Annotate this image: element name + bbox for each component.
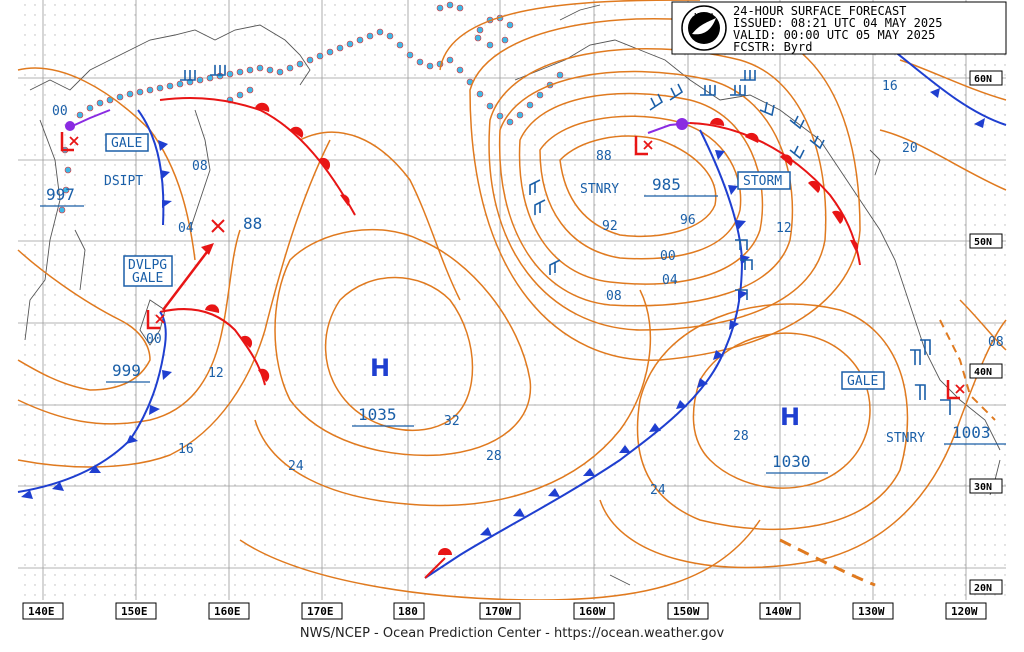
low-track-arrow <box>162 247 211 311</box>
gale-warning: GALE <box>132 271 163 286</box>
isobar-label: 12 <box>208 366 224 381</box>
isobar-label: 08 <box>988 335 1004 350</box>
cold-front-east <box>424 129 744 579</box>
cold-front-mid <box>17 311 167 493</box>
low-marker <box>634 136 653 156</box>
wind-barbs <box>180 65 951 415</box>
lon-label: 160W <box>579 605 606 618</box>
isobar-label: 08 <box>606 289 622 304</box>
low-marker <box>60 132 79 152</box>
isobar-label: 12 <box>776 221 792 236</box>
lon-label: 160E <box>214 605 241 618</box>
lon-label: 170E <box>307 605 334 618</box>
high-pressure: 1030 <box>772 452 811 471</box>
header-forecaster: FCSTR: Byrd <box>733 40 812 54</box>
lat-label: 40N <box>974 367 992 378</box>
gale-warning: GALE <box>847 374 878 389</box>
lon-label: 140E <box>28 605 55 618</box>
isobar-label: 28 <box>733 429 749 444</box>
low-pressure: 997 <box>46 185 75 204</box>
ice-edge <box>58 1 564 214</box>
isobar-label: 28 <box>486 449 502 464</box>
stationary-label: STNRY <box>580 182 619 197</box>
lon-label: 140W <box>765 605 792 618</box>
low-pressure: 999 <box>112 361 141 380</box>
warning-labels: GALE DVLPG GALE STORM GALE DSIPT STNRY S… <box>104 133 925 446</box>
new-low-label: 88 <box>243 214 262 233</box>
longitude-labels: 140E 150E 160E 170E 180 170W 160W 150W 1… <box>0 600 1024 624</box>
latitude-labels: 60N 50N 40N 30N 20N <box>969 70 1003 595</box>
isobars <box>17 0 1007 601</box>
warm-front-east <box>689 122 861 266</box>
gale-warning: GALE <box>111 136 142 151</box>
high-pressure: 1035 <box>358 405 397 424</box>
header-box: NOAA 24-HOUR SURFACE FORECAST ISSUED: 08… <box>671 1 1007 55</box>
lon-label: 150W <box>673 605 700 618</box>
dotted-background <box>18 0 1006 600</box>
lon-label: 120W <box>951 605 978 618</box>
low-centers: 997 999 985 1003 88 <box>40 132 1006 445</box>
warm-front-southwest <box>424 557 446 579</box>
low-pressure: 985 <box>652 175 681 194</box>
header-valid: VALID: 00:00 UTC 05 MAY 2025 <box>733 28 935 42</box>
noaa-logo-text: NOAA <box>694 12 715 20</box>
isobar-label: 04 <box>662 273 678 288</box>
low-marker <box>946 380 965 400</box>
lat-label: 60N <box>974 74 992 85</box>
isobar-label: 24 <box>288 459 304 474</box>
isobar-label: 88 <box>596 149 612 164</box>
isobar-labels: 00 08 04 00 12 16 24 32 28 88 92 96 00 0… <box>52 79 1004 498</box>
warm-front-west <box>159 97 356 216</box>
lon-label: 180 <box>398 605 418 618</box>
lon-label-box: 140E <box>22 602 64 620</box>
isobar-label: 96 <box>680 213 696 228</box>
stationary-label: STNRY <box>886 431 925 446</box>
high-centers: H 1035 H 1030 <box>352 354 828 474</box>
isobar-label: 20 <box>902 141 918 156</box>
trough-east <box>939 319 996 421</box>
fronts <box>17 39 1007 587</box>
isobar-label: 32 <box>444 414 460 429</box>
storm-warning: STORM <box>743 174 782 189</box>
noaa-logo-icon: NOAA <box>681 5 727 51</box>
warm-front-mid <box>159 308 266 386</box>
isobar-label: 00 <box>52 104 68 119</box>
cold-front-west <box>137 109 165 226</box>
header-issued: ISSUED: 08:21 UTC 04 MAY 2025 <box>733 16 943 30</box>
developing-label: DVLPG <box>128 258 167 273</box>
isobar-label: 92 <box>602 219 618 234</box>
lat-label: 20N <box>974 583 992 594</box>
isobar-label: 00 <box>660 249 676 264</box>
isobar-label: 16 <box>882 79 898 94</box>
lat-label: 30N <box>974 482 992 493</box>
high-letter: H <box>780 403 800 431</box>
isobar-label: 24 <box>650 483 666 498</box>
low-marker <box>146 310 165 330</box>
lon-label: 150E <box>121 605 148 618</box>
lat-label: 50N <box>974 237 992 248</box>
footer-credit: NWS/NCEP - Ocean Prediction Center - htt… <box>299 626 725 641</box>
isobar-label: 16 <box>178 442 194 457</box>
lon-label: 170W <box>485 605 512 618</box>
isobar-label: 00 <box>146 332 162 347</box>
occluded-front-west <box>67 109 111 129</box>
header-title: 24-HOUR SURFACE FORECAST <box>733 4 906 18</box>
high-letter: H <box>370 354 390 382</box>
new-low-x <box>211 219 225 233</box>
front-symbols <box>21 88 985 555</box>
coastlines <box>24 4 1001 586</box>
isobar-label: 04 <box>178 221 194 236</box>
dissipating-label: DSIPT <box>104 174 143 189</box>
isobar-label: 08 <box>192 159 208 174</box>
low-pressure: 1003 <box>952 423 991 442</box>
lon-label: 130W <box>858 605 885 618</box>
